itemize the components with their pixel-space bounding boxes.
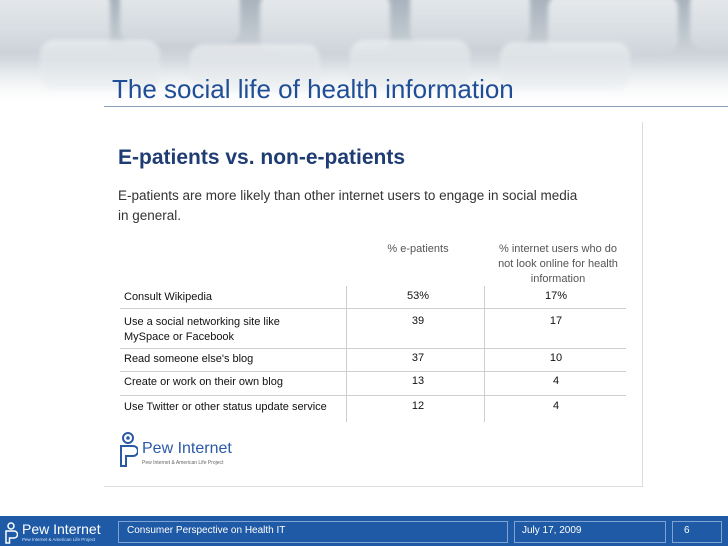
table-cell-others: 17%: [544, 290, 568, 302]
footer-bar: Pew Internet Pew Internet & American Lif…: [0, 516, 728, 546]
panel-subtitle: E-patients are more likely than other in…: [118, 188, 578, 223]
table-cell-others: 10: [549, 352, 563, 364]
table-cell-e-patients: 39: [411, 315, 425, 327]
title-divider: [104, 106, 728, 107]
footer-page-box: [672, 521, 722, 543]
table-cell-others: 4: [552, 400, 560, 412]
pew-internet-logo-text: Pew Internet: [142, 440, 232, 457]
table-cell-e-patients: 12: [411, 400, 425, 412]
table-row-label: Use a social networking site like MySpac…: [124, 316, 280, 343]
column-header-non-e-patients: % internet users who do not look online …: [498, 243, 618, 285]
keyboard-photo-banner: [0, 0, 728, 108]
footer-page-number: 6: [684, 525, 690, 536]
footer-presentation-box: [118, 521, 508, 543]
table-row-label: Use Twitter or other status update servi…: [124, 401, 327, 413]
pew-internet-logo-tagline: Pew Internet & American Life Project: [142, 460, 224, 466]
footer-presentation-title: Consumer Perspective on Health IT: [127, 525, 286, 536]
table-cell-others: 4: [552, 375, 560, 387]
table-row-label: Read someone else's blog: [124, 353, 254, 365]
pew-internet-logo-icon: [120, 432, 138, 467]
footer-date-box: [514, 521, 666, 543]
row-divider: [120, 395, 626, 396]
footer-logo-text: Pew Internet: [22, 521, 101, 537]
table-row-label: Create or work on their own blog: [124, 376, 283, 388]
panel-heading: E-patients vs. non-e-patients: [118, 146, 406, 169]
table-cell-e-patients: 13: [411, 375, 425, 387]
row-divider: [120, 308, 626, 309]
content-panel: E-patients vs. non-e-patients E-patients…: [104, 122, 643, 487]
slide-title: The social life of health information: [112, 74, 514, 104]
footer-logo-tagline: Pew Internet & American Life Project: [22, 537, 96, 542]
pew-internet-footer-icon: [5, 522, 18, 544]
table-row-label: Consult Wikipedia: [124, 291, 213, 303]
table-cell-e-patients: 37: [411, 352, 425, 364]
table-cell-others: 17: [549, 315, 563, 327]
row-divider: [120, 371, 626, 372]
footer-date: July 17, 2009: [522, 525, 582, 536]
table-cell-e-patients: 53%: [406, 290, 430, 302]
column-divider: [346, 286, 347, 422]
row-divider: [120, 348, 626, 349]
column-divider: [484, 286, 485, 422]
column-header-e-patients: % e-patients: [387, 243, 449, 255]
